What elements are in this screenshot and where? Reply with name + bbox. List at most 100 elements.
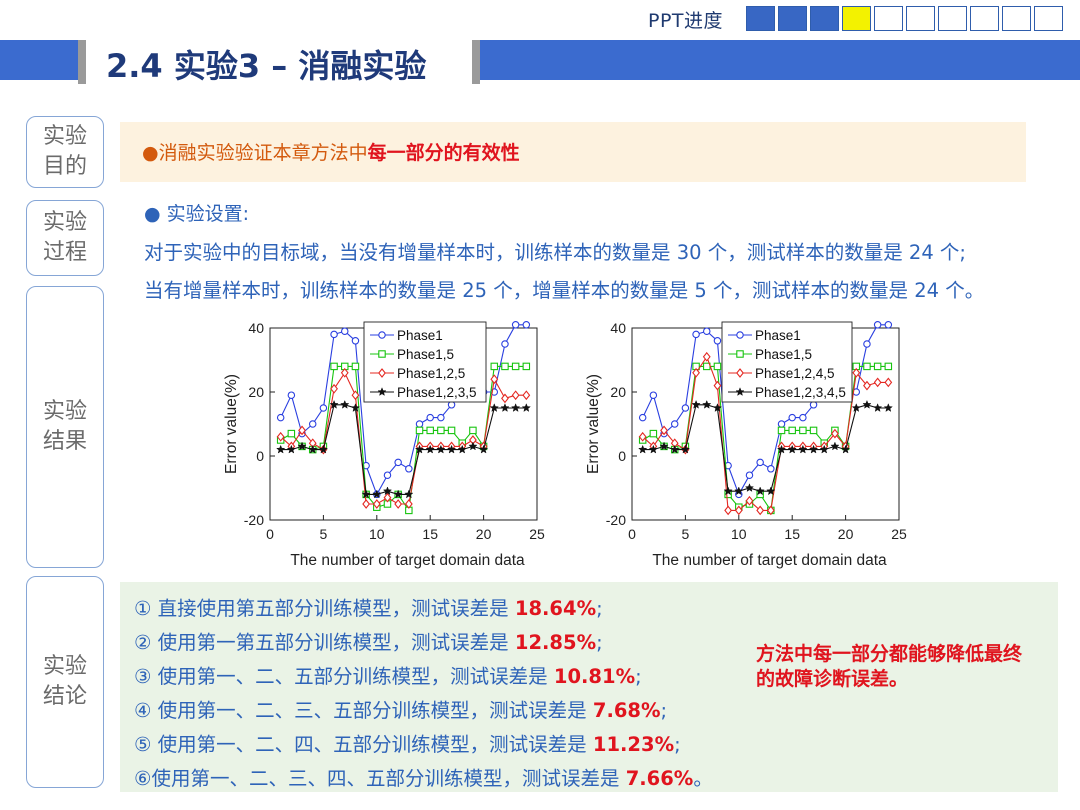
data-point bbox=[735, 387, 745, 396]
data-point bbox=[712, 403, 723, 412]
data-point bbox=[883, 403, 893, 412]
conclusion-note: 方法中每一部分都能够降低最终的故障诊断误差。 bbox=[756, 643, 1023, 690]
data-point bbox=[297, 441, 307, 451]
data-point bbox=[405, 465, 413, 473]
data-point bbox=[809, 401, 818, 409]
conclusion-item-value: 12.85% bbox=[514, 631, 597, 654]
data-point bbox=[702, 399, 712, 409]
data-point bbox=[745, 471, 754, 479]
section-label-line: 实验 bbox=[42, 654, 87, 679]
section-label-process: 实验 过程 bbox=[26, 200, 104, 276]
data-point bbox=[736, 350, 744, 358]
setup-line-2: 当有增量样本时，训练样本的数量是 25 个，增量样本的数量是 5 个，测试样本的… bbox=[144, 279, 985, 302]
data-point bbox=[809, 426, 818, 435]
data-point bbox=[308, 444, 318, 454]
data-point bbox=[298, 425, 306, 436]
section-label-process-text: 实验 过程 bbox=[43, 208, 87, 268]
conclusion-item: ③ 使用第一、二、五部分训练模型，测试误差是 10.81%; bbox=[134, 660, 642, 689]
data-point bbox=[787, 444, 797, 454]
data-point bbox=[756, 458, 764, 467]
data-point bbox=[468, 441, 478, 451]
data-point bbox=[691, 399, 701, 409]
conclusion-item-end: 。 bbox=[693, 767, 713, 790]
data-point bbox=[872, 403, 883, 412]
data-point bbox=[437, 426, 445, 435]
legend-label: Phase1 bbox=[755, 328, 801, 343]
data-point bbox=[510, 403, 521, 412]
data-point bbox=[437, 413, 445, 422]
data-point bbox=[660, 425, 668, 436]
data-point bbox=[330, 330, 338, 339]
progress-box-empty bbox=[1002, 6, 1031, 31]
conclusion-item-text: ⑤ 使用第一、二、四、五部分训练模型，测试误差是 bbox=[134, 733, 593, 756]
progress-indicator bbox=[746, 6, 1063, 31]
data-point bbox=[393, 489, 403, 499]
progress-box-done bbox=[810, 6, 839, 31]
data-point bbox=[377, 387, 387, 396]
data-point bbox=[330, 362, 338, 371]
data-point bbox=[287, 429, 296, 438]
data-point bbox=[808, 444, 819, 454]
data-point bbox=[372, 499, 381, 509]
data-point bbox=[378, 350, 386, 358]
data-point bbox=[522, 321, 531, 329]
data-point bbox=[447, 426, 456, 435]
data-point bbox=[799, 426, 807, 435]
data-point bbox=[830, 441, 840, 451]
data-point bbox=[478, 444, 489, 454]
data-point bbox=[415, 426, 424, 435]
y-axis-label: Error value(%) bbox=[223, 374, 240, 474]
data-point bbox=[723, 486, 733, 496]
data-point bbox=[489, 403, 499, 412]
data-point bbox=[638, 444, 648, 454]
data-point bbox=[286, 444, 297, 454]
data-point bbox=[819, 444, 829, 454]
data-point bbox=[404, 489, 414, 499]
page-title: 2.4 实验3 – 消融实验 bbox=[106, 47, 427, 85]
data-point bbox=[798, 444, 808, 454]
data-point bbox=[648, 444, 659, 454]
data-point bbox=[350, 403, 361, 412]
y-tick-label: -20 bbox=[244, 512, 264, 528]
data-point bbox=[362, 499, 371, 509]
data-point bbox=[713, 337, 722, 345]
y-tick-label: -20 bbox=[606, 512, 626, 528]
data-point bbox=[329, 399, 339, 409]
data-point bbox=[702, 351, 711, 362]
section-label-purpose: 实验 目的 bbox=[26, 116, 104, 188]
setup-line-1: 对于实验中的目标域，当没有增量样本时，训练样本的数量是 30 个，测试样本的数量… bbox=[144, 241, 966, 264]
progress-box-empty bbox=[906, 6, 935, 31]
x-tick-label: 10 bbox=[369, 526, 385, 542]
data-point bbox=[469, 426, 477, 435]
conclusion-item-text: ③ 使用第一、二、五部分训练模型，测试误差是 bbox=[134, 665, 554, 688]
data-point bbox=[788, 413, 796, 422]
conclusion-item-end: ; bbox=[596, 631, 603, 654]
conclusion-item-end: ; bbox=[660, 699, 668, 722]
data-point bbox=[447, 401, 456, 409]
data-point bbox=[383, 471, 392, 479]
data-point bbox=[852, 367, 861, 378]
data-point bbox=[659, 441, 669, 451]
data-point bbox=[276, 413, 285, 422]
data-point bbox=[372, 489, 382, 499]
data-point bbox=[522, 390, 531, 401]
data-point bbox=[308, 420, 317, 428]
data-point bbox=[511, 390, 520, 401]
data-point bbox=[724, 505, 733, 516]
x-axis-label: The number of target domain data bbox=[290, 552, 525, 569]
conclusion-item-text: ① 直接使用第五部分训练模型，测试误差是 bbox=[134, 597, 515, 620]
data-point bbox=[692, 330, 700, 339]
data-point bbox=[638, 431, 647, 442]
section-label-purpose-text: 实验 目的 bbox=[43, 122, 87, 182]
data-point bbox=[734, 486, 744, 496]
data-point bbox=[340, 367, 349, 378]
progress-label: PPT进度 bbox=[648, 10, 724, 32]
data-point bbox=[319, 404, 328, 412]
title-box bbox=[78, 40, 480, 84]
progress-box-done bbox=[746, 6, 775, 31]
x-tick-label: 0 bbox=[628, 526, 636, 542]
data-point bbox=[745, 495, 754, 506]
series-Phase1,2,3,5 bbox=[276, 399, 531, 499]
data-point bbox=[501, 340, 509, 348]
data-point bbox=[736, 368, 744, 378]
